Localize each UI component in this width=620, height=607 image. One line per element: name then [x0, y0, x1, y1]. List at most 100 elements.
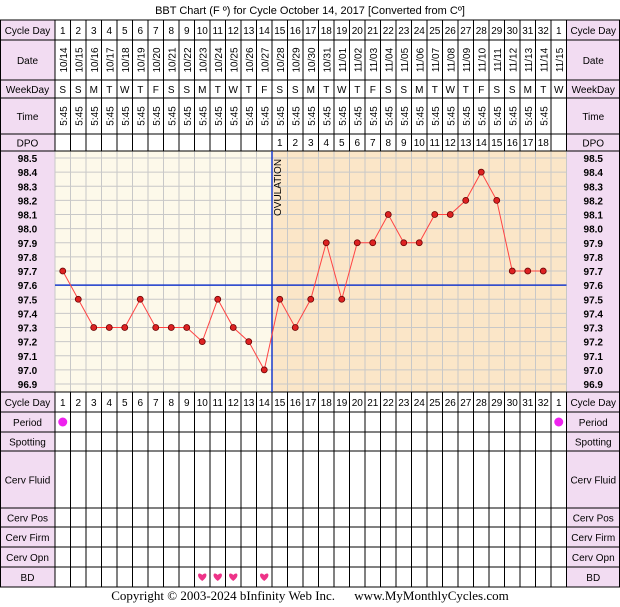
time-label: 5:45: [59, 106, 70, 126]
weekday-label: S: [493, 85, 500, 96]
weekday-label: S: [59, 85, 66, 96]
temperature-point: [384, 211, 392, 218]
temperature-point: [524, 267, 532, 275]
row-label-period: Period: [13, 418, 42, 429]
y-tick-label-right: 98.4: [584, 168, 604, 179]
temperature-point: [539, 267, 547, 275]
cycle-day-number-bottom: 32: [538, 398, 550, 409]
ovulation-label: OVULATION: [273, 159, 284, 216]
weekday-label: W: [446, 85, 456, 96]
temperature-point: [276, 295, 284, 303]
y-tick-label-right: 96.9: [584, 380, 604, 391]
date-label: 11/14: [539, 47, 550, 72]
row-label-right-spotting: Spotting: [575, 438, 612, 449]
cycle-day-number: 23: [398, 26, 410, 37]
y-tick-label-right: 97.3: [584, 324, 604, 335]
time-label: 5:45: [322, 106, 333, 126]
date-label: 10/30: [307, 47, 318, 72]
row-label-bd: BD: [21, 573, 35, 584]
weekday-label: M: [415, 85, 423, 96]
date-label: 11/09: [462, 47, 473, 72]
time-label: 5:45: [105, 106, 116, 126]
cycle-day-number: 1: [556, 26, 562, 37]
y-tick-label-left: 98.2: [18, 196, 38, 207]
cycle-day-number: 25: [429, 26, 441, 37]
temperature-point: [369, 239, 377, 247]
y-tick-label-left: 98.3: [18, 182, 38, 193]
date-label: 10/17: [105, 47, 116, 72]
date-label: 10/28: [276, 47, 287, 72]
cycle-day-number-bottom: 1: [556, 398, 562, 409]
weekday-label: S: [183, 85, 190, 96]
date-label: 11/12: [508, 47, 519, 72]
temperature-point: [183, 324, 191, 331]
cycle-day-number-bottom: 24: [414, 398, 426, 409]
time-label: 5:45: [524, 106, 535, 126]
footer: Copyright © 2003-2024 bInfinity Web Inc.…: [0, 588, 620, 604]
date-label: 10/22: [183, 47, 194, 72]
copyright-text: Copyright © 2003-2024 bInfinity Web Inc.: [111, 588, 336, 603]
date-label: 11/06: [415, 47, 426, 72]
time-label: 5:45: [214, 106, 225, 126]
time-label: 5:45: [431, 106, 442, 126]
cycle-day-number-bottom: 11: [213, 398, 224, 409]
right-label-column-bg: [566, 20, 620, 587]
time-label: 5:45: [462, 106, 473, 126]
temperature-point: [245, 338, 253, 346]
date-label: 11/11: [493, 48, 504, 72]
time-label: 5:45: [245, 106, 256, 126]
time-label: 5:45: [307, 106, 318, 126]
dpo-number: 14: [476, 138, 488, 149]
cycle-day-number-bottom: 27: [460, 398, 472, 409]
weekday-label: F: [370, 85, 376, 96]
cycle-day-number: 22: [383, 26, 395, 37]
cycle-day-number: 29: [491, 26, 503, 37]
temperature-point: [338, 295, 346, 303]
y-tick-label-right: 97.6: [584, 281, 604, 292]
temperature-point: [74, 295, 82, 303]
temperature-point: [307, 295, 315, 303]
time-label: 5:45: [415, 106, 426, 126]
row-label-cerv-pos: Cerv Pos: [7, 514, 48, 525]
row-label-cerv-opn: Cerv Opn: [6, 553, 49, 564]
site-link[interactable]: www.MyMonthlyCycles.com: [354, 588, 509, 603]
date-label: 10/21: [167, 47, 178, 72]
cycle-day-number-bottom: 26: [445, 398, 457, 409]
temperature-point: [400, 239, 408, 247]
temperature-point: [136, 295, 144, 303]
y-tick-label-left: 97.4: [18, 309, 38, 320]
weekday-label: M: [307, 85, 315, 96]
cycle-day-number-bottom: 4: [106, 398, 112, 409]
date-label: 11/02: [353, 47, 364, 72]
cycle-day-number: 27: [460, 26, 472, 37]
cycle-day-number-bottom: 6: [137, 398, 143, 409]
cycle-day-number-bottom: 22: [383, 398, 395, 409]
cycle-day-number-bottom: 19: [336, 398, 348, 409]
y-tick-label-right: 97.2: [584, 338, 604, 349]
time-label: 5:45: [446, 106, 457, 126]
period-dot: [554, 417, 564, 427]
cycle-day-number-bottom: 15: [274, 398, 286, 409]
dpo-number: 12: [445, 138, 457, 149]
time-label: 5:45: [198, 106, 209, 126]
temperature-point: [322, 239, 330, 247]
cycle-day-number: 30: [507, 26, 519, 37]
cycle-day-number: 19: [336, 26, 348, 37]
weekday-label: T: [246, 85, 252, 96]
time-label: 5:45: [167, 106, 178, 126]
cycle-day-number: 16: [290, 26, 302, 37]
row-label-cycle-day-bottom: Cycle Day: [5, 398, 51, 409]
cycle-day-number: 1: [60, 26, 66, 37]
cycle-day-number: 24: [414, 26, 426, 37]
date-label: 10/23: [198, 47, 209, 72]
cycle-day-number: 18: [321, 26, 333, 37]
row-label-right-cycle-day: Cycle Day: [570, 26, 616, 37]
dpo-number: 15: [491, 138, 503, 149]
y-tick-label-left: 97.8: [18, 253, 38, 264]
temperature-point: [462, 196, 470, 204]
weekday-label: S: [292, 85, 299, 96]
y-tick-label-right: 98.0: [584, 225, 604, 236]
period-dot: [58, 417, 68, 427]
temperature-point: [477, 168, 485, 176]
bbt-chart: BBT Chart (F º) for Cycle October 14, 20…: [0, 5, 620, 588]
